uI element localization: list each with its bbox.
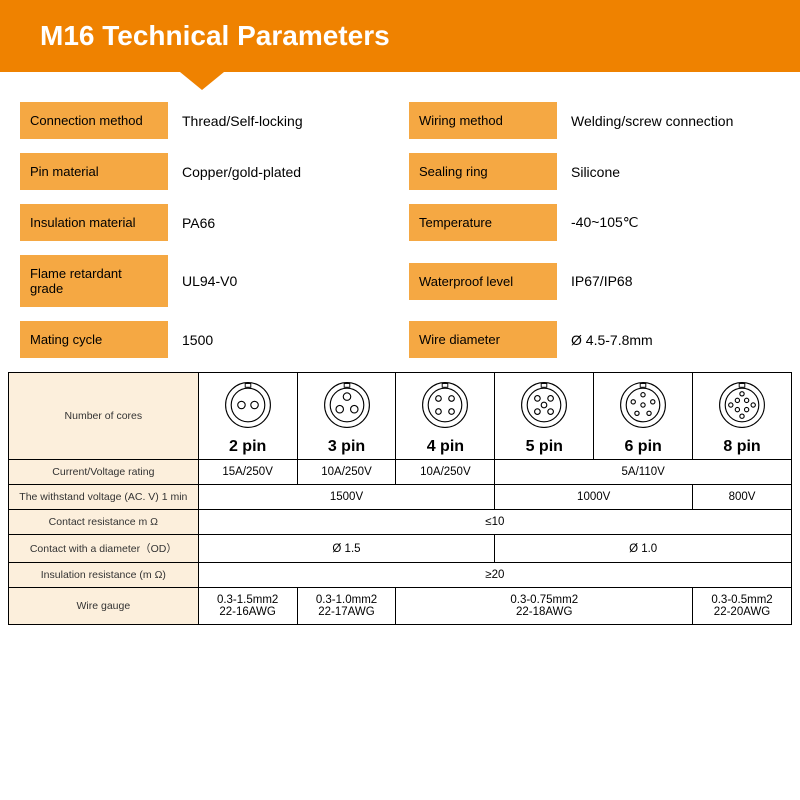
data-cell: 1000V bbox=[495, 485, 693, 510]
spec-pair: Sealing ringSilicone bbox=[409, 153, 780, 190]
pin-spec-table: Number of cores2 pin3 pin4 pin5 pin6 pin… bbox=[8, 372, 792, 625]
spec-pair: Mating cycle1500 bbox=[20, 321, 391, 358]
spec-label: Temperature bbox=[409, 204, 557, 241]
pin-header: 5 pin bbox=[495, 373, 594, 460]
spec-value: Copper/gold-plated bbox=[168, 164, 391, 180]
pin-label: 5 pin bbox=[495, 438, 593, 456]
table-row: Wire gauge0.3-1.5mm222-16AWG0.3-1.0mm222… bbox=[9, 588, 792, 625]
data-cell: 0.3-0.5mm222-20AWG bbox=[693, 588, 792, 625]
row-label: Contact with a diameter（OD） bbox=[9, 535, 199, 563]
data-cell: 0.3-1.5mm222-16AWG bbox=[198, 588, 297, 625]
spec-label: Wiring method bbox=[409, 102, 557, 139]
spec-pair: Wiring methodWelding/screw connection bbox=[409, 102, 780, 139]
spec-label: Waterproof level bbox=[409, 263, 557, 300]
connector-icon bbox=[615, 377, 671, 436]
data-cell: Ø 1.0 bbox=[495, 535, 792, 563]
spec-row: Flame retardant gradeUL94-V0 Waterproof l… bbox=[20, 255, 780, 307]
pin-label: 6 pin bbox=[594, 438, 692, 456]
spec-value: UL94-V0 bbox=[168, 273, 391, 289]
data-cell: Ø 1.5 bbox=[198, 535, 495, 563]
row-label: Number of cores bbox=[9, 373, 199, 460]
spec-value: PA66 bbox=[168, 215, 391, 231]
spec-value: -40~105℃ bbox=[557, 214, 780, 231]
connector-icon bbox=[714, 377, 770, 436]
row-label: The withstand voltage (AC. V) 1 min bbox=[9, 485, 199, 510]
data-cell: ≤10 bbox=[198, 510, 791, 535]
spec-label: Sealing ring bbox=[409, 153, 557, 190]
spec-pair: Flame retardant gradeUL94-V0 bbox=[20, 255, 391, 307]
spec-pair: Temperature-40~105℃ bbox=[409, 204, 780, 241]
spec-label: Flame retardant grade bbox=[20, 255, 168, 307]
pin-header: 8 pin bbox=[693, 373, 792, 460]
data-cell: 0.3-0.75mm222-18AWG bbox=[396, 588, 693, 625]
spec-row: Mating cycle1500 Wire diameterØ 4.5-7.8mm bbox=[20, 321, 780, 358]
table-row: Contact resistance m Ω≤10 bbox=[9, 510, 792, 535]
table-row: Contact with a diameter（OD）Ø 1.5Ø 1.0 bbox=[9, 535, 792, 563]
connector-icon bbox=[220, 377, 276, 436]
table-row: The withstand voltage (AC. V) 1 min1500V… bbox=[9, 485, 792, 510]
pin-header: 3 pin bbox=[297, 373, 396, 460]
title-banner: M16 Technical Parameters bbox=[0, 0, 800, 72]
spec-value: Ø 4.5-7.8mm bbox=[557, 332, 780, 348]
page-title: M16 Technical Parameters bbox=[40, 20, 390, 52]
spec-label: Pin material bbox=[20, 153, 168, 190]
spec-label: Mating cycle bbox=[20, 321, 168, 358]
connector-icon bbox=[516, 377, 572, 436]
data-cell: 5A/110V bbox=[495, 460, 792, 485]
spec-row: Pin materialCopper/gold-plated Sealing ri… bbox=[20, 153, 780, 190]
spec-value: 1500 bbox=[168, 332, 391, 348]
spec-pair: Pin materialCopper/gold-plated bbox=[20, 153, 391, 190]
spec-label: Connection method bbox=[20, 102, 168, 139]
row-label: Contact resistance m Ω bbox=[9, 510, 199, 535]
data-cell: 10A/250V bbox=[297, 460, 396, 485]
spec-pair: Wire diameterØ 4.5-7.8mm bbox=[409, 321, 780, 358]
spec-value: Thread/Self-locking bbox=[168, 113, 391, 129]
spec-label: Insulation material bbox=[20, 204, 168, 241]
spec-value: Silicone bbox=[557, 164, 780, 180]
spec-label: Wire diameter bbox=[409, 321, 557, 358]
row-label: Current/Voltage rating bbox=[9, 460, 199, 485]
connector-icon bbox=[417, 377, 473, 436]
data-cell: ≥20 bbox=[198, 563, 791, 588]
pin-label: 3 pin bbox=[298, 438, 396, 456]
specs-grid: Connection methodThread/Self-locking Wiri… bbox=[20, 102, 780, 358]
pin-label: 2 pin bbox=[199, 438, 297, 456]
spec-pair: Connection methodThread/Self-locking bbox=[20, 102, 391, 139]
data-cell: 800V bbox=[693, 485, 792, 510]
row-label: Insulation resistance (m Ω) bbox=[9, 563, 199, 588]
pin-header: 4 pin bbox=[396, 373, 495, 460]
data-cell: 1500V bbox=[198, 485, 495, 510]
spec-value: IP67/IP68 bbox=[557, 273, 780, 289]
row-label: Wire gauge bbox=[9, 588, 199, 625]
table-row: Number of cores2 pin3 pin4 pin5 pin6 pin… bbox=[9, 373, 792, 460]
pin-header: 6 pin bbox=[594, 373, 693, 460]
pin-label: 4 pin bbox=[396, 438, 494, 456]
banner-pointer-icon bbox=[180, 72, 224, 90]
spec-row: Insulation materialPA66 Temperature-40~10… bbox=[20, 204, 780, 241]
spec-value: Welding/screw connection bbox=[557, 113, 780, 129]
spec-row: Connection methodThread/Self-locking Wiri… bbox=[20, 102, 780, 139]
spec-pair: Insulation materialPA66 bbox=[20, 204, 391, 241]
pin-header: 2 pin bbox=[198, 373, 297, 460]
pin-label: 8 pin bbox=[693, 438, 791, 456]
data-cell: 0.3-1.0mm222-17AWG bbox=[297, 588, 396, 625]
spec-pair: Waterproof levelIP67/IP68 bbox=[409, 255, 780, 307]
connector-icon bbox=[319, 377, 375, 436]
data-cell: 15A/250V bbox=[198, 460, 297, 485]
table-row: Current/Voltage rating15A/250V10A/250V10… bbox=[9, 460, 792, 485]
table-row: Insulation resistance (m Ω)≥20 bbox=[9, 563, 792, 588]
data-cell: 10A/250V bbox=[396, 460, 495, 485]
